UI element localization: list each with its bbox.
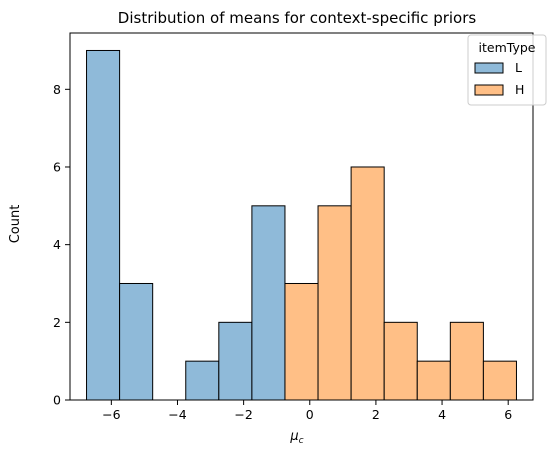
bar-l-5 [251, 205, 286, 401]
legend-swatch-h [474, 84, 504, 96]
bar-h-6 [284, 282, 319, 401]
legend-swatch-l [474, 62, 504, 74]
y-axis-label: Count [8, 205, 23, 244]
bar-l-0 [86, 49, 121, 401]
y-tick-label-1: 2 [53, 315, 61, 330]
x-tick-label-3: 0 [306, 407, 314, 422]
plot-frame [69, 32, 534, 401]
legend: itemType L H [467, 34, 547, 106]
x-tick-label-1: −4 [168, 407, 186, 422]
x-tick-label-2: −2 [234, 407, 252, 422]
legend-label-h: H [515, 82, 524, 97]
y-tick-label-3: 6 [53, 159, 61, 174]
bar-h-10 [416, 360, 451, 401]
legend-title: itemType [479, 40, 536, 55]
x-axis-label-subscript: c [299, 436, 304, 446]
legend-label-l: L [515, 60, 522, 75]
bar-h-12 [482, 360, 517, 401]
bar-l-4 [218, 321, 253, 401]
x-axis-label-mu: μ [289, 429, 298, 444]
bar-l-1 [119, 282, 154, 401]
x-axis-label: μc [289, 429, 303, 446]
bar-l-3 [185, 360, 220, 401]
x-tick-label-0: −6 [102, 407, 120, 422]
bar-h-8 [350, 166, 385, 401]
x-tick-label-5: 4 [438, 407, 446, 422]
bars-group [86, 49, 517, 401]
y-tick-label-4: 8 [53, 82, 61, 97]
x-tick-label-4: 2 [372, 407, 380, 422]
axes-group: −6 −4 −2 0 2 4 6 0 2 4 6 8 [53, 32, 534, 422]
bar-h-11 [449, 321, 484, 401]
y-tick-label-0: 0 [53, 393, 61, 408]
x-tick-label-6: 6 [504, 407, 512, 422]
chart-title: Distribution of means for context-specif… [118, 9, 477, 27]
bar-h-9 [383, 321, 418, 401]
y-tick-label-2: 4 [53, 237, 61, 252]
bar-h-7 [317, 205, 352, 401]
